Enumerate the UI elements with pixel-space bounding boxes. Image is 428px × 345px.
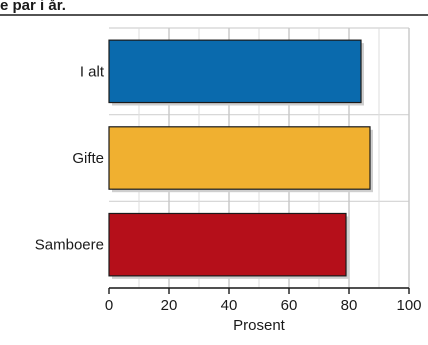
bars — [108, 39, 373, 279]
bar-2 — [108, 126, 371, 190]
category-label: Gifte — [72, 150, 104, 167]
x-tick-label: 0 — [105, 297, 113, 314]
x-tick-label: 80 — [341, 297, 358, 314]
category-label: Samboere — [35, 237, 104, 254]
category-labels: I alt Gifte Samboere — [35, 63, 105, 253]
x-tick-label: 20 — [161, 297, 178, 314]
x-tick-label: 100 — [396, 297, 421, 314]
bar-3 — [108, 212, 347, 277]
x-axis: 0 20 40 60 80 100 — [105, 287, 422, 314]
chart-header-text: e par i år. — [0, 0, 66, 14]
x-tick-label: 60 — [281, 297, 298, 314]
x-axis-title: Prosent — [233, 317, 286, 334]
bar-1 — [108, 39, 362, 104]
x-tick-label: 40 — [221, 297, 238, 314]
category-label: I alt — [80, 63, 105, 80]
